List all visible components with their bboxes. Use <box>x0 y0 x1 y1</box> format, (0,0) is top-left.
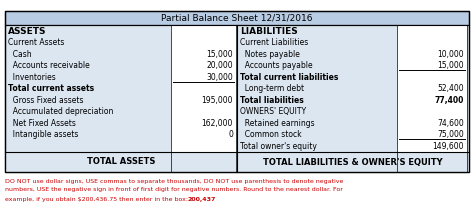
Text: example, if you obtain $200,436.75 then enter in the box:: example, if you obtain $200,436.75 then … <box>5 196 190 202</box>
Text: 200,437: 200,437 <box>188 196 216 202</box>
Bar <box>5 25 469 172</box>
Text: Cash: Cash <box>8 50 32 59</box>
Text: Current Assets: Current Assets <box>8 38 64 47</box>
Text: 162,000: 162,000 <box>201 119 233 128</box>
Text: Retained earnings: Retained earnings <box>240 119 315 128</box>
Text: 15,000: 15,000 <box>438 61 464 70</box>
Text: 10,000: 10,000 <box>438 50 464 59</box>
Text: 15,000: 15,000 <box>206 50 233 59</box>
Text: Total current liabilities: Total current liabilities <box>240 73 338 82</box>
Text: 74,600: 74,600 <box>437 119 464 128</box>
Text: Intangible assets: Intangible assets <box>8 130 78 139</box>
Text: Accounts payable: Accounts payable <box>240 61 313 70</box>
Text: 77,400: 77,400 <box>435 96 464 105</box>
Bar <box>397 25 467 172</box>
Text: Partial Balance Sheet 12/31/2016: Partial Balance Sheet 12/31/2016 <box>161 14 313 23</box>
Text: Total owner's equity: Total owner's equity <box>240 142 317 151</box>
Bar <box>5 152 469 172</box>
Text: ASSETS: ASSETS <box>8 27 46 35</box>
Text: LIABILITIES: LIABILITIES <box>240 27 298 35</box>
Text: 20,000: 20,000 <box>206 61 233 70</box>
Text: Accumulated depreciation: Accumulated depreciation <box>8 107 113 116</box>
Text: Notes payable: Notes payable <box>240 50 300 59</box>
Text: Net Fixed Assets: Net Fixed Assets <box>8 119 76 128</box>
Text: 149,600: 149,600 <box>432 142 464 151</box>
Text: 0: 0 <box>228 130 233 139</box>
Bar <box>171 25 236 172</box>
Text: 30,000: 30,000 <box>206 73 233 82</box>
Text: 52,400: 52,400 <box>438 84 464 93</box>
Text: Accounts receivable: Accounts receivable <box>8 61 90 70</box>
Text: OWNERS' EQUITY: OWNERS' EQUITY <box>240 107 306 116</box>
Text: Long-term debt: Long-term debt <box>240 84 304 93</box>
Bar <box>5 11 469 25</box>
Text: Total liabilities: Total liabilities <box>240 96 304 105</box>
Text: TOTAL LIABILITIES & OWNER'S EQUITY: TOTAL LIABILITIES & OWNER'S EQUITY <box>263 157 443 167</box>
Text: TOTAL ASSETS: TOTAL ASSETS <box>87 157 155 167</box>
Text: DO NOT use dollar signs, USE commas to separate thousands, DO NOT use parenthesi: DO NOT use dollar signs, USE commas to s… <box>5 178 343 184</box>
Bar <box>5 11 469 172</box>
Text: numbers, USE the negative sign in front of first digit for negative numbers. Rou: numbers, USE the negative sign in front … <box>5 188 343 192</box>
Text: Common stock: Common stock <box>240 130 301 139</box>
Text: Inventories: Inventories <box>8 73 56 82</box>
Text: Current Liabilities: Current Liabilities <box>240 38 308 47</box>
Text: 195,000: 195,000 <box>201 96 233 105</box>
Text: 75,000: 75,000 <box>437 130 464 139</box>
Text: Total current assets: Total current assets <box>8 84 94 93</box>
Text: Gross Fixed assets: Gross Fixed assets <box>8 96 83 105</box>
